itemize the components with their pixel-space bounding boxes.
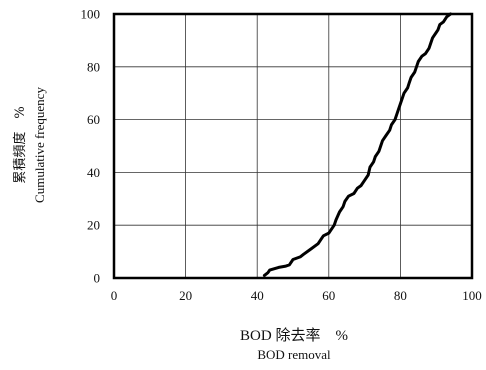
y-tick-label: 0 <box>94 271 101 286</box>
x-axis-label-en: BOD removal <box>257 347 331 362</box>
y-tick-label: 60 <box>87 112 100 127</box>
y-tick-labels: 0 20 40 60 80 100 <box>81 7 101 286</box>
y-axis-label-en: Cumulative frequency <box>32 87 47 203</box>
x-tick-label: 60 <box>322 288 335 303</box>
series-line-0 <box>262 12 452 277</box>
y-tick-label: 80 <box>87 59 100 74</box>
x-tick-labels: 0 20 40 60 80 100 <box>111 288 482 303</box>
series-group <box>262 12 452 277</box>
plot-frame <box>112 12 474 280</box>
x-tick-label: 20 <box>179 288 192 303</box>
grid-lines <box>114 14 472 278</box>
y-tick-label: 100 <box>81 7 101 22</box>
x-tick-label: 40 <box>251 288 264 303</box>
y-tick-label: 20 <box>87 218 100 233</box>
y-axis-label: 累積頻度 % <box>12 106 28 183</box>
x-tick-label: 100 <box>462 288 482 303</box>
x-tick-label: 80 <box>394 288 407 303</box>
x-axis-label: BOD 除去率 % <box>240 327 348 344</box>
x-tick-label: 0 <box>111 288 118 303</box>
y-tick-label: 40 <box>87 165 100 180</box>
